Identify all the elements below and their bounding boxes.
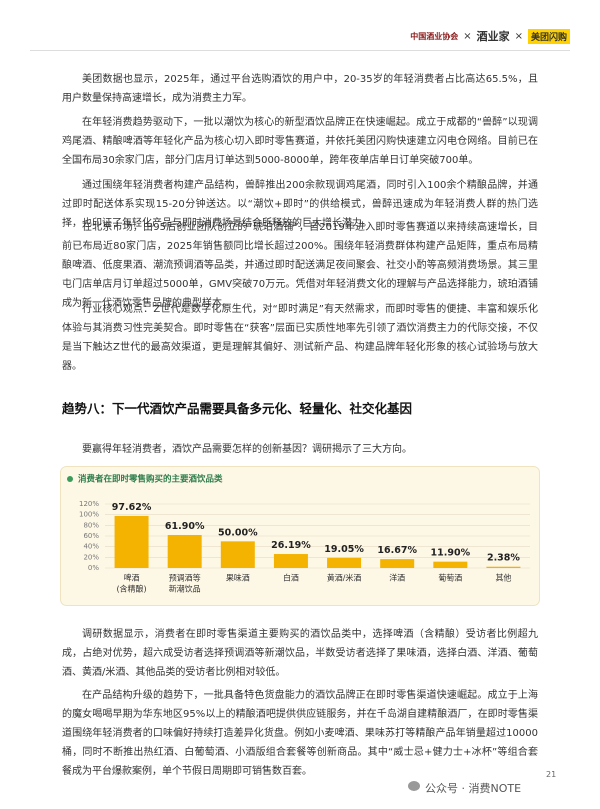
bar <box>380 559 415 568</box>
wechat-icon <box>408 781 420 791</box>
logo: 酒业家 <box>476 30 510 43</box>
separator: × <box>514 30 523 42</box>
x-tick-label: 葡萄酒 <box>438 573 462 583</box>
x-tick-label: 黄酒/米酒 <box>327 573 362 583</box>
x-tick-label: 预调酒等 <box>169 573 201 583</box>
footer-account: 公众号 · 消费NOTE <box>425 782 522 795</box>
value-label: 50.00% <box>218 527 258 538</box>
chart-title: 消费者在即时零售购买的主要酒饮品类 <box>78 474 223 485</box>
y-tick-label: 120% <box>79 500 99 508</box>
bar <box>327 557 362 568</box>
header-logos: 中国酒业协会 × 酒业家 × 美团闪购 <box>410 28 570 44</box>
paragraph: 在产品结构升级的趋势下，一批具备特色货盘能力的酒饮品牌正在即时零售渠道快速崛起。… <box>62 690 538 777</box>
y-tick-label: 0% <box>88 564 99 572</box>
bar <box>167 534 202 568</box>
paragraph: 调研数据显示，消费者在即时零售渠道主要购买的酒饮品类中，选择啤酒（含精酿）受访者… <box>62 629 538 678</box>
bar <box>114 515 149 568</box>
separator: × <box>463 30 472 42</box>
header-rule <box>30 50 570 51</box>
chart: 消费者在即时零售购买的主要酒饮品类 0% 20% 40% 60% 80% 100% 120%… <box>60 466 540 606</box>
value-label: 19.05% <box>324 544 364 555</box>
bar <box>220 541 255 568</box>
value-label: 2.38% <box>487 553 520 564</box>
paragraph: 通过围绕年轻消费者构建产品结构，兽醉推出200余款现调鸡尾酒，同时引入100余个… <box>62 180 538 229</box>
logo: 中国酒业协会 <box>410 31 459 41</box>
bar <box>433 561 468 568</box>
bar <box>486 566 521 568</box>
x-tick-label: 新潮饮品 <box>169 584 201 594</box>
value-label: 61.90% <box>165 521 205 532</box>
x-tick-label: 其他 <box>495 573 511 583</box>
logo: 美团闪购 <box>527 28 570 44</box>
paragraph: 在北京市场，由95后创业团队创立的“琥珀酒铺”，自2019年进入即时零售赛道以来… <box>62 222 538 309</box>
value-label: 97.62% <box>112 502 152 513</box>
y-tick-label: 80% <box>83 521 99 529</box>
bar <box>273 554 308 568</box>
x-tick-label: 啤酒 <box>124 573 140 583</box>
title-dot <box>67 476 73 482</box>
y-tick-label: 40% <box>83 543 99 551</box>
paragraph: 美团数据也显示，2025年，通过平台选购酒饮的用户中，20-35岁的年轻消费者占… <box>62 74 538 104</box>
x-tick-label: 白酒 <box>283 573 299 583</box>
x-tick-label: (含精酿) <box>116 584 146 594</box>
y-tick-label: 60% <box>83 532 99 540</box>
paragraph: 在年轻消费趋势驱动下，一批以潮饮为核心的新型酒饮品牌正在快速崛起。成立于成都的“… <box>62 117 538 166</box>
page-number: 21 <box>546 770 557 779</box>
paragraph: 要赢得年轻消费者，酒饮产品需要怎样的创新基因？调研揭示了三大方向。 <box>82 444 412 455</box>
value-label: 26.19% <box>271 540 311 551</box>
paragraph: 行业核心观点：Z世代是数字化原生代，对“即时满足”有天然需求，而即时零售的便捷、… <box>62 304 538 372</box>
y-tick-label: 20% <box>83 553 99 561</box>
value-label: 11.90% <box>431 548 471 559</box>
value-label: 16.67% <box>377 545 417 556</box>
x-tick-label: 果味酒 <box>226 573 250 583</box>
y-tick-label: 100% <box>79 511 99 519</box>
section-title: 趋势八：下一代酒饮产品需要具备多元化、轻量化、社交化基因 <box>62 401 413 416</box>
x-tick-label: 洋酒 <box>389 573 405 583</box>
